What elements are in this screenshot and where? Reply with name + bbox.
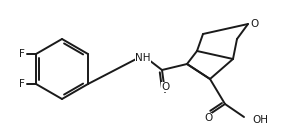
Text: F: F: [19, 49, 25, 59]
Text: NH: NH: [135, 53, 151, 63]
Text: O: O: [161, 82, 169, 92]
Text: O: O: [204, 113, 212, 123]
Text: F: F: [19, 79, 25, 89]
Text: O: O: [250, 19, 258, 29]
Text: OH: OH: [252, 115, 268, 125]
